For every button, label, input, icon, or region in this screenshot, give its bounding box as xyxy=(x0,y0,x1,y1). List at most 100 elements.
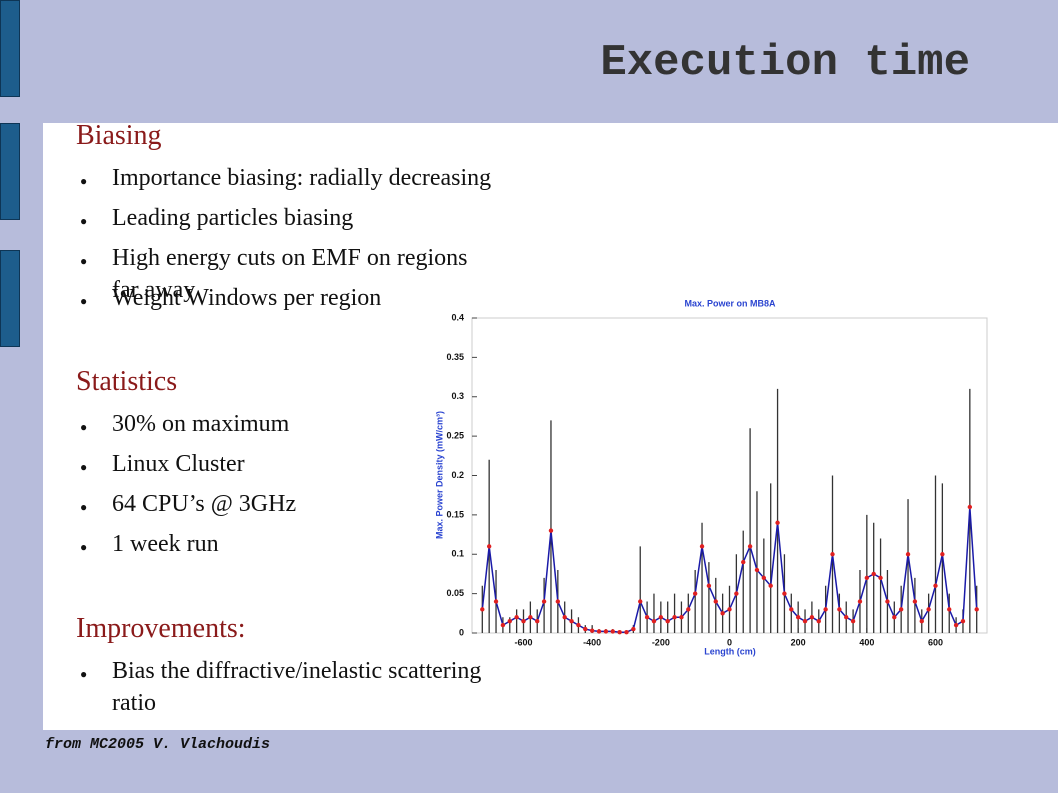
bullet-item: Bias the diffractive/inelastic scatterin… xyxy=(112,658,482,716)
data-point xyxy=(974,607,979,612)
data-point xyxy=(665,618,670,624)
data-point xyxy=(589,628,595,633)
x-tick-label: -600 xyxy=(514,637,532,647)
y-tick-label: 0.25 xyxy=(446,431,464,441)
footer: from MC2005 V. Vlachoudis xyxy=(45,736,271,753)
bullet-item: Leading particles biasing xyxy=(112,205,354,231)
bullet-item: 64 CPU’s @ 3GHz xyxy=(112,491,297,517)
data-point xyxy=(555,599,561,604)
bullet: ● xyxy=(80,214,88,228)
data-point xyxy=(761,575,767,581)
data-point xyxy=(857,599,863,604)
x-tick-label: -400 xyxy=(583,637,601,647)
data-point xyxy=(535,618,540,624)
section-heading: Improvements: xyxy=(76,613,246,644)
bullet: ● xyxy=(80,420,88,434)
data-point xyxy=(576,622,581,628)
data-point xyxy=(912,599,918,604)
data-point xyxy=(905,552,911,557)
data-point xyxy=(844,615,849,620)
data-point xyxy=(672,615,677,620)
y-tick-label: 0.2 xyxy=(451,470,464,480)
bullet: ● xyxy=(80,174,88,188)
x-tick-label: 400 xyxy=(859,637,874,647)
data-point xyxy=(795,615,801,620)
data-point xyxy=(638,599,643,604)
data-point xyxy=(768,583,773,588)
y-tick-label: 0.35 xyxy=(446,352,464,362)
data-point xyxy=(596,629,602,634)
data-point xyxy=(823,607,828,612)
data-point xyxy=(617,630,622,635)
data-point xyxy=(610,629,615,634)
data-point xyxy=(747,544,753,549)
slide-title: Execution time xyxy=(600,38,970,88)
data-point xyxy=(782,591,787,596)
bullet-item: High energy cuts on EMF on regions far a… xyxy=(112,245,468,303)
bullet: ● xyxy=(80,540,88,554)
data-point xyxy=(775,520,780,525)
data-point xyxy=(953,622,959,628)
bullet: ● xyxy=(80,500,88,514)
data-point xyxy=(885,599,890,604)
bullet-item: Linux Cluster xyxy=(112,451,245,477)
data-point xyxy=(816,618,821,624)
bullet-item: Importance biasing: radially decreasing xyxy=(112,165,492,191)
data-point xyxy=(878,575,883,581)
x-tick-label: 600 xyxy=(928,637,943,647)
data-point xyxy=(734,591,739,596)
y-axis-label: Max. Power Density (mW/cm³) xyxy=(434,411,444,539)
data-point xyxy=(541,599,547,604)
data-point xyxy=(720,611,725,616)
data-point xyxy=(837,607,842,612)
data-point xyxy=(686,607,691,612)
data-point xyxy=(651,618,657,624)
data-point xyxy=(919,618,924,624)
chart: Max. Power on MB8A Length (cm) Max. Power … xyxy=(434,298,988,656)
data-point xyxy=(548,528,554,533)
data-point xyxy=(679,615,684,620)
data-point xyxy=(562,615,567,620)
data-point xyxy=(713,599,718,604)
side-bar xyxy=(0,123,20,220)
data-point xyxy=(706,583,712,588)
data-point xyxy=(692,591,698,596)
side-bar xyxy=(0,0,20,97)
data-point xyxy=(933,583,938,588)
data-point xyxy=(603,629,609,634)
chart-title: Max. Power on MB8A xyxy=(684,298,776,308)
data-point xyxy=(864,575,870,581)
y-tick-label: 0.3 xyxy=(451,391,464,401)
data-point xyxy=(699,544,705,549)
bullet: ● xyxy=(80,254,88,268)
y-tick-label: 0.1 xyxy=(451,549,464,559)
data-point xyxy=(850,618,856,624)
data-point xyxy=(741,559,746,565)
side-bar xyxy=(0,250,20,347)
data-point xyxy=(493,599,499,604)
bullet-item: 1 week run xyxy=(112,531,219,557)
bullet: ● xyxy=(80,667,88,681)
y-tick-label: 0.15 xyxy=(446,509,464,519)
data-point xyxy=(569,618,574,624)
data-point xyxy=(754,567,760,573)
data-point xyxy=(727,607,732,612)
bullet-item: 30% on maximum xyxy=(112,411,290,437)
bullet: ● xyxy=(80,460,88,474)
data-point xyxy=(802,618,808,624)
data-point xyxy=(809,615,815,620)
x-tick-label: -200 xyxy=(652,637,670,647)
y-tick-label: 0 xyxy=(459,627,464,637)
x-tick-label: 200 xyxy=(791,637,806,647)
data-point xyxy=(583,626,588,632)
section-heading: Biasing xyxy=(76,120,162,151)
data-point xyxy=(644,615,650,620)
data-point xyxy=(892,615,897,620)
bullet-item: Weight Windows per region xyxy=(112,285,382,311)
data-point xyxy=(631,626,636,632)
data-point xyxy=(871,571,876,577)
data-point xyxy=(624,630,629,635)
data-point xyxy=(926,607,931,612)
y-tick-label: 0.4 xyxy=(451,312,464,322)
